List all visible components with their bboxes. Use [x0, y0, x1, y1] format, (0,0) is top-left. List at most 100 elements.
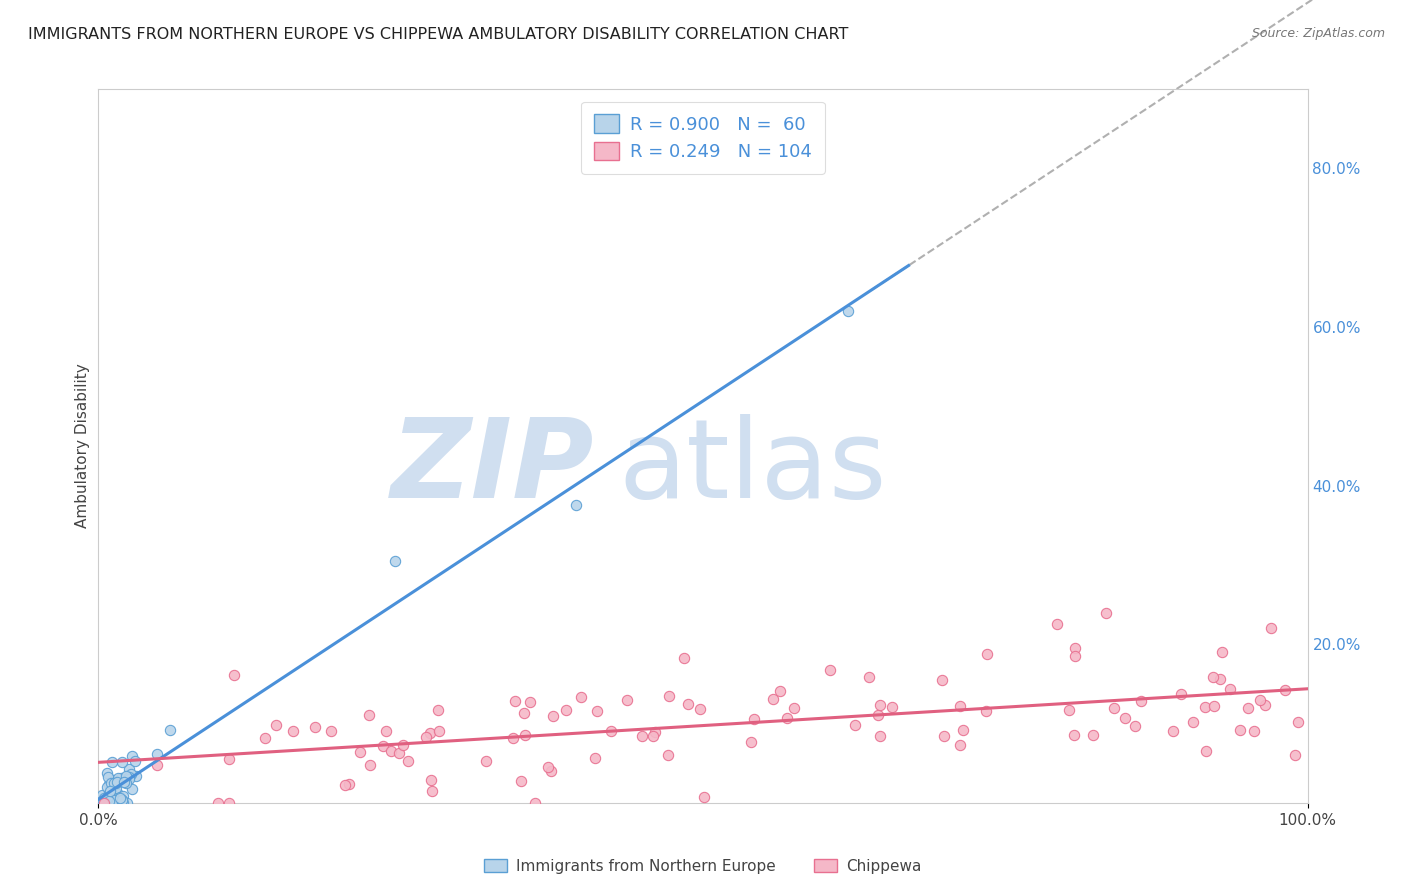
Point	[740, 735, 762, 749]
Point	[112, 774, 135, 789]
Point	[1286, 714, 1309, 729]
Point	[118, 763, 141, 777]
Point	[111, 789, 134, 803]
Legend: Immigrants from Northern Europe, Chippewa: Immigrants from Northern Europe, Chippew…	[478, 853, 928, 880]
Text: Source: ZipAtlas.com: Source: ZipAtlas.com	[1251, 27, 1385, 40]
Point	[104, 776, 127, 790]
Point	[100, 792, 122, 806]
Point	[1195, 744, 1218, 758]
Point	[91, 788, 114, 802]
Point	[90, 796, 112, 810]
Point	[90, 796, 112, 810]
Point	[100, 776, 122, 790]
Point	[844, 718, 866, 732]
Point	[776, 710, 799, 724]
Point	[90, 796, 112, 810]
Text: atlas: atlas	[619, 414, 887, 521]
Point	[782, 701, 804, 715]
Point	[1211, 645, 1233, 659]
Point	[110, 793, 132, 807]
Point	[1170, 687, 1192, 701]
Point	[108, 789, 131, 804]
Point	[1254, 698, 1277, 712]
Point	[96, 791, 118, 805]
Point	[519, 695, 541, 709]
Legend: R = 0.900   N =  60, R = 0.249   N = 104: R = 0.900 N = 60, R = 0.249 N = 104	[581, 102, 825, 174]
Point	[509, 774, 531, 789]
Point	[100, 792, 122, 806]
Point	[976, 648, 998, 662]
Point	[253, 731, 276, 745]
Point	[427, 703, 450, 717]
Point	[599, 723, 621, 738]
Point	[90, 796, 112, 810]
Point	[101, 793, 124, 807]
Point	[949, 739, 972, 753]
Point	[673, 651, 696, 665]
Point	[98, 777, 121, 791]
Point	[693, 789, 716, 804]
Point	[1229, 723, 1251, 737]
Point	[932, 729, 955, 743]
Point	[98, 794, 121, 808]
Point	[218, 796, 240, 810]
Point	[1063, 728, 1085, 742]
Point	[644, 725, 666, 739]
Point	[586, 704, 609, 718]
Point	[1194, 700, 1216, 714]
Point	[1163, 724, 1185, 739]
Point	[107, 772, 129, 786]
Point	[107, 787, 129, 801]
Text: ZIP: ZIP	[391, 414, 595, 521]
Point	[101, 786, 124, 800]
Point	[349, 745, 371, 759]
Point	[375, 723, 398, 738]
Point	[105, 775, 128, 789]
Point	[616, 693, 638, 707]
Point	[689, 701, 711, 715]
Point	[111, 756, 134, 770]
Point	[373, 739, 395, 754]
Point	[1094, 606, 1116, 620]
Point	[858, 670, 880, 684]
Point	[571, 690, 593, 705]
Point	[1274, 683, 1296, 698]
Point	[124, 769, 146, 783]
Point	[1284, 747, 1306, 762]
Point	[159, 723, 181, 738]
Point	[90, 796, 112, 810]
Point	[304, 720, 326, 734]
Point	[97, 770, 120, 784]
Point	[319, 724, 342, 739]
Point	[952, 723, 974, 737]
Point	[837, 304, 859, 318]
Point	[420, 784, 443, 798]
Point	[931, 673, 953, 687]
Point	[869, 729, 891, 743]
Point	[657, 747, 679, 762]
Point	[115, 772, 138, 787]
Point	[762, 691, 785, 706]
Point	[818, 664, 841, 678]
Point	[93, 791, 115, 805]
Point	[281, 723, 304, 738]
Point	[565, 499, 588, 513]
Point	[93, 796, 115, 810]
Point	[218, 752, 240, 766]
Point	[1236, 701, 1258, 715]
Y-axis label: Ambulatory Disability: Ambulatory Disability	[75, 364, 90, 528]
Point	[502, 731, 524, 745]
Point	[100, 755, 122, 769]
Point	[1081, 728, 1104, 742]
Point	[98, 784, 121, 798]
Point	[1046, 617, 1069, 632]
Point	[742, 712, 765, 726]
Point	[224, 668, 246, 682]
Point	[101, 793, 124, 807]
Point	[146, 758, 169, 772]
Point	[1125, 719, 1147, 733]
Point	[537, 760, 560, 774]
Point	[1202, 698, 1225, 713]
Point	[676, 697, 699, 711]
Point	[115, 796, 138, 810]
